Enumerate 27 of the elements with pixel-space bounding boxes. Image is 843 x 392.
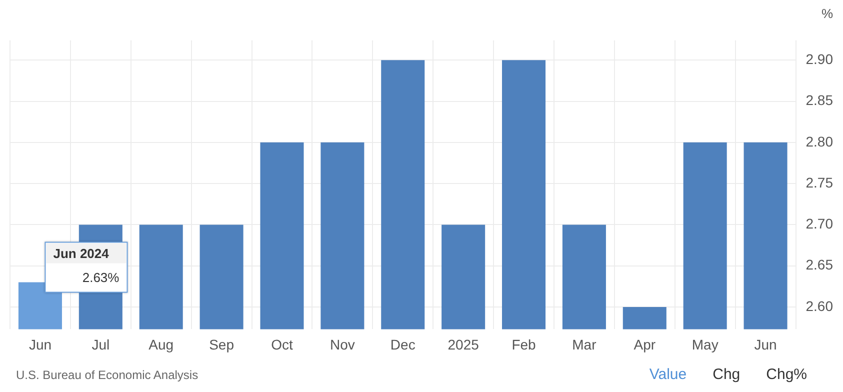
x-tick-label: Jun bbox=[754, 336, 777, 352]
text: Chg% bbox=[766, 366, 807, 383]
annotation: 2.63% bbox=[82, 270, 120, 285]
x-tick-label: Jun bbox=[28, 336, 52, 352]
x-tick-label: Nov bbox=[330, 336, 355, 352]
y-tick-label: 2.80 bbox=[806, 133, 834, 150]
x-tick-label: May bbox=[692, 336, 718, 352]
x-tick-label: Feb bbox=[512, 336, 536, 352]
text: Value bbox=[649, 366, 687, 383]
x-tick-label: Apr bbox=[634, 336, 656, 352]
y-axis-title: % bbox=[821, 6, 833, 21]
y-tick-label: 2.65 bbox=[806, 256, 834, 273]
text: Chg bbox=[712, 366, 740, 383]
y-tick-label: 2.90 bbox=[806, 51, 834, 68]
x-tick-label: Jul bbox=[92, 336, 110, 352]
y-tick-label: 2.60 bbox=[806, 298, 834, 314]
y-tick-label: 2.75 bbox=[806, 174, 834, 190]
x-tick-label: Sep bbox=[209, 336, 234, 352]
x-tick-label: Aug bbox=[148, 336, 174, 352]
y-tick-label: 2.70 bbox=[806, 216, 834, 232]
x-tick-label: 2025 bbox=[448, 336, 480, 352]
x-tick-label: Oct bbox=[271, 336, 293, 352]
text: U.S. Bureau of Economic Analysis bbox=[16, 368, 198, 382]
x-tick-label: Mar bbox=[572, 336, 597, 352]
annotation: Jun 2024 bbox=[53, 246, 110, 261]
x-tick-label: Dec bbox=[390, 336, 416, 352]
y-tick-label: 2.85 bbox=[806, 92, 834, 108]
